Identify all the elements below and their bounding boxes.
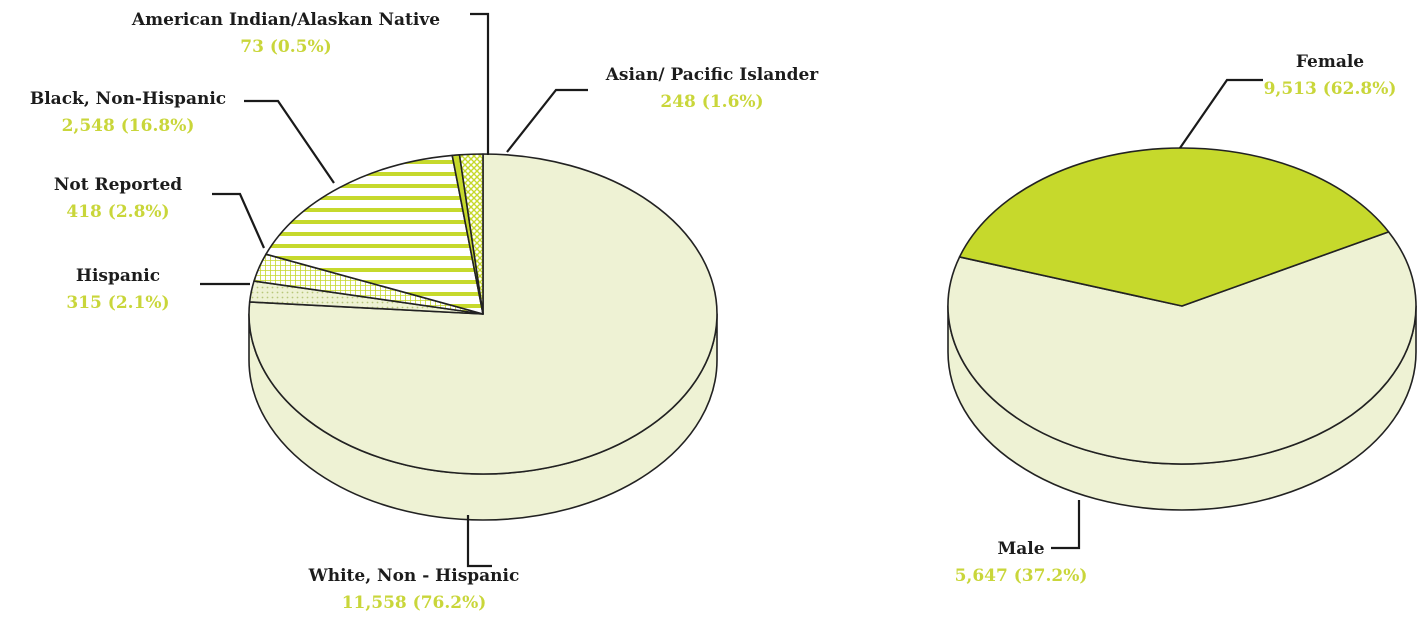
- leader-line-black-non-hispanic: [244, 99, 335, 184]
- label-female: Female: [1296, 52, 1364, 72]
- pie-slice-female: [947, 231, 1417, 465]
- label-white-non-hispanic: White, Non - Hispanic: [308, 566, 520, 586]
- ethnicity-pie: [248, 153, 718, 521]
- label-black-non-hispanic: Black, Non-Hispanic: [30, 89, 226, 109]
- pie-slice-asian-pacific-islander: [458, 153, 484, 315]
- value-female: 9,513 (62.8%): [1264, 79, 1397, 99]
- leader-line-male: [1051, 500, 1081, 550]
- label-male: Male: [997, 539, 1044, 559]
- leader-line-american-indian-alaskan-native: [470, 12, 490, 155]
- value-asian-pacific-islander: 248 (1.6%): [660, 92, 763, 112]
- leader-line-female: [1179, 78, 1263, 149]
- pie-labels: White, Non - Hispanic 11,558 (76.2%) Hispa…: [30, 10, 1397, 613]
- value-black-non-hispanic: 2,548 (16.8%): [62, 116, 195, 136]
- leader-line-white-non-hispanic: [466, 515, 492, 568]
- label-asian-pacific-islander: Asian/ Pacific Islander: [605, 65, 820, 85]
- pie-slice-male: [958, 147, 1390, 307]
- value-american-indian-alaskan-native: 73 (0.5%): [240, 37, 331, 57]
- leader-line-not-reported: [212, 192, 266, 249]
- pie-slice-black-non-hispanic: [265, 154, 484, 315]
- value-hispanic: 315 (2.1%): [66, 293, 169, 313]
- label-american-indian-alaskan-native: American Indian/Alaskan Native: [131, 10, 440, 30]
- label-hispanic: Hispanic: [76, 266, 160, 286]
- gender-pie: [947, 147, 1417, 511]
- leader-line-asian-pacific-islander: [506, 88, 588, 153]
- value-not-reported: 418 (2.8%): [66, 202, 169, 222]
- label-not-reported: Not Reported: [54, 175, 182, 195]
- value-male: 5,647 (37.2%): [955, 566, 1088, 586]
- value-white-non-hispanic: 11,558 (76.2%): [342, 593, 487, 613]
